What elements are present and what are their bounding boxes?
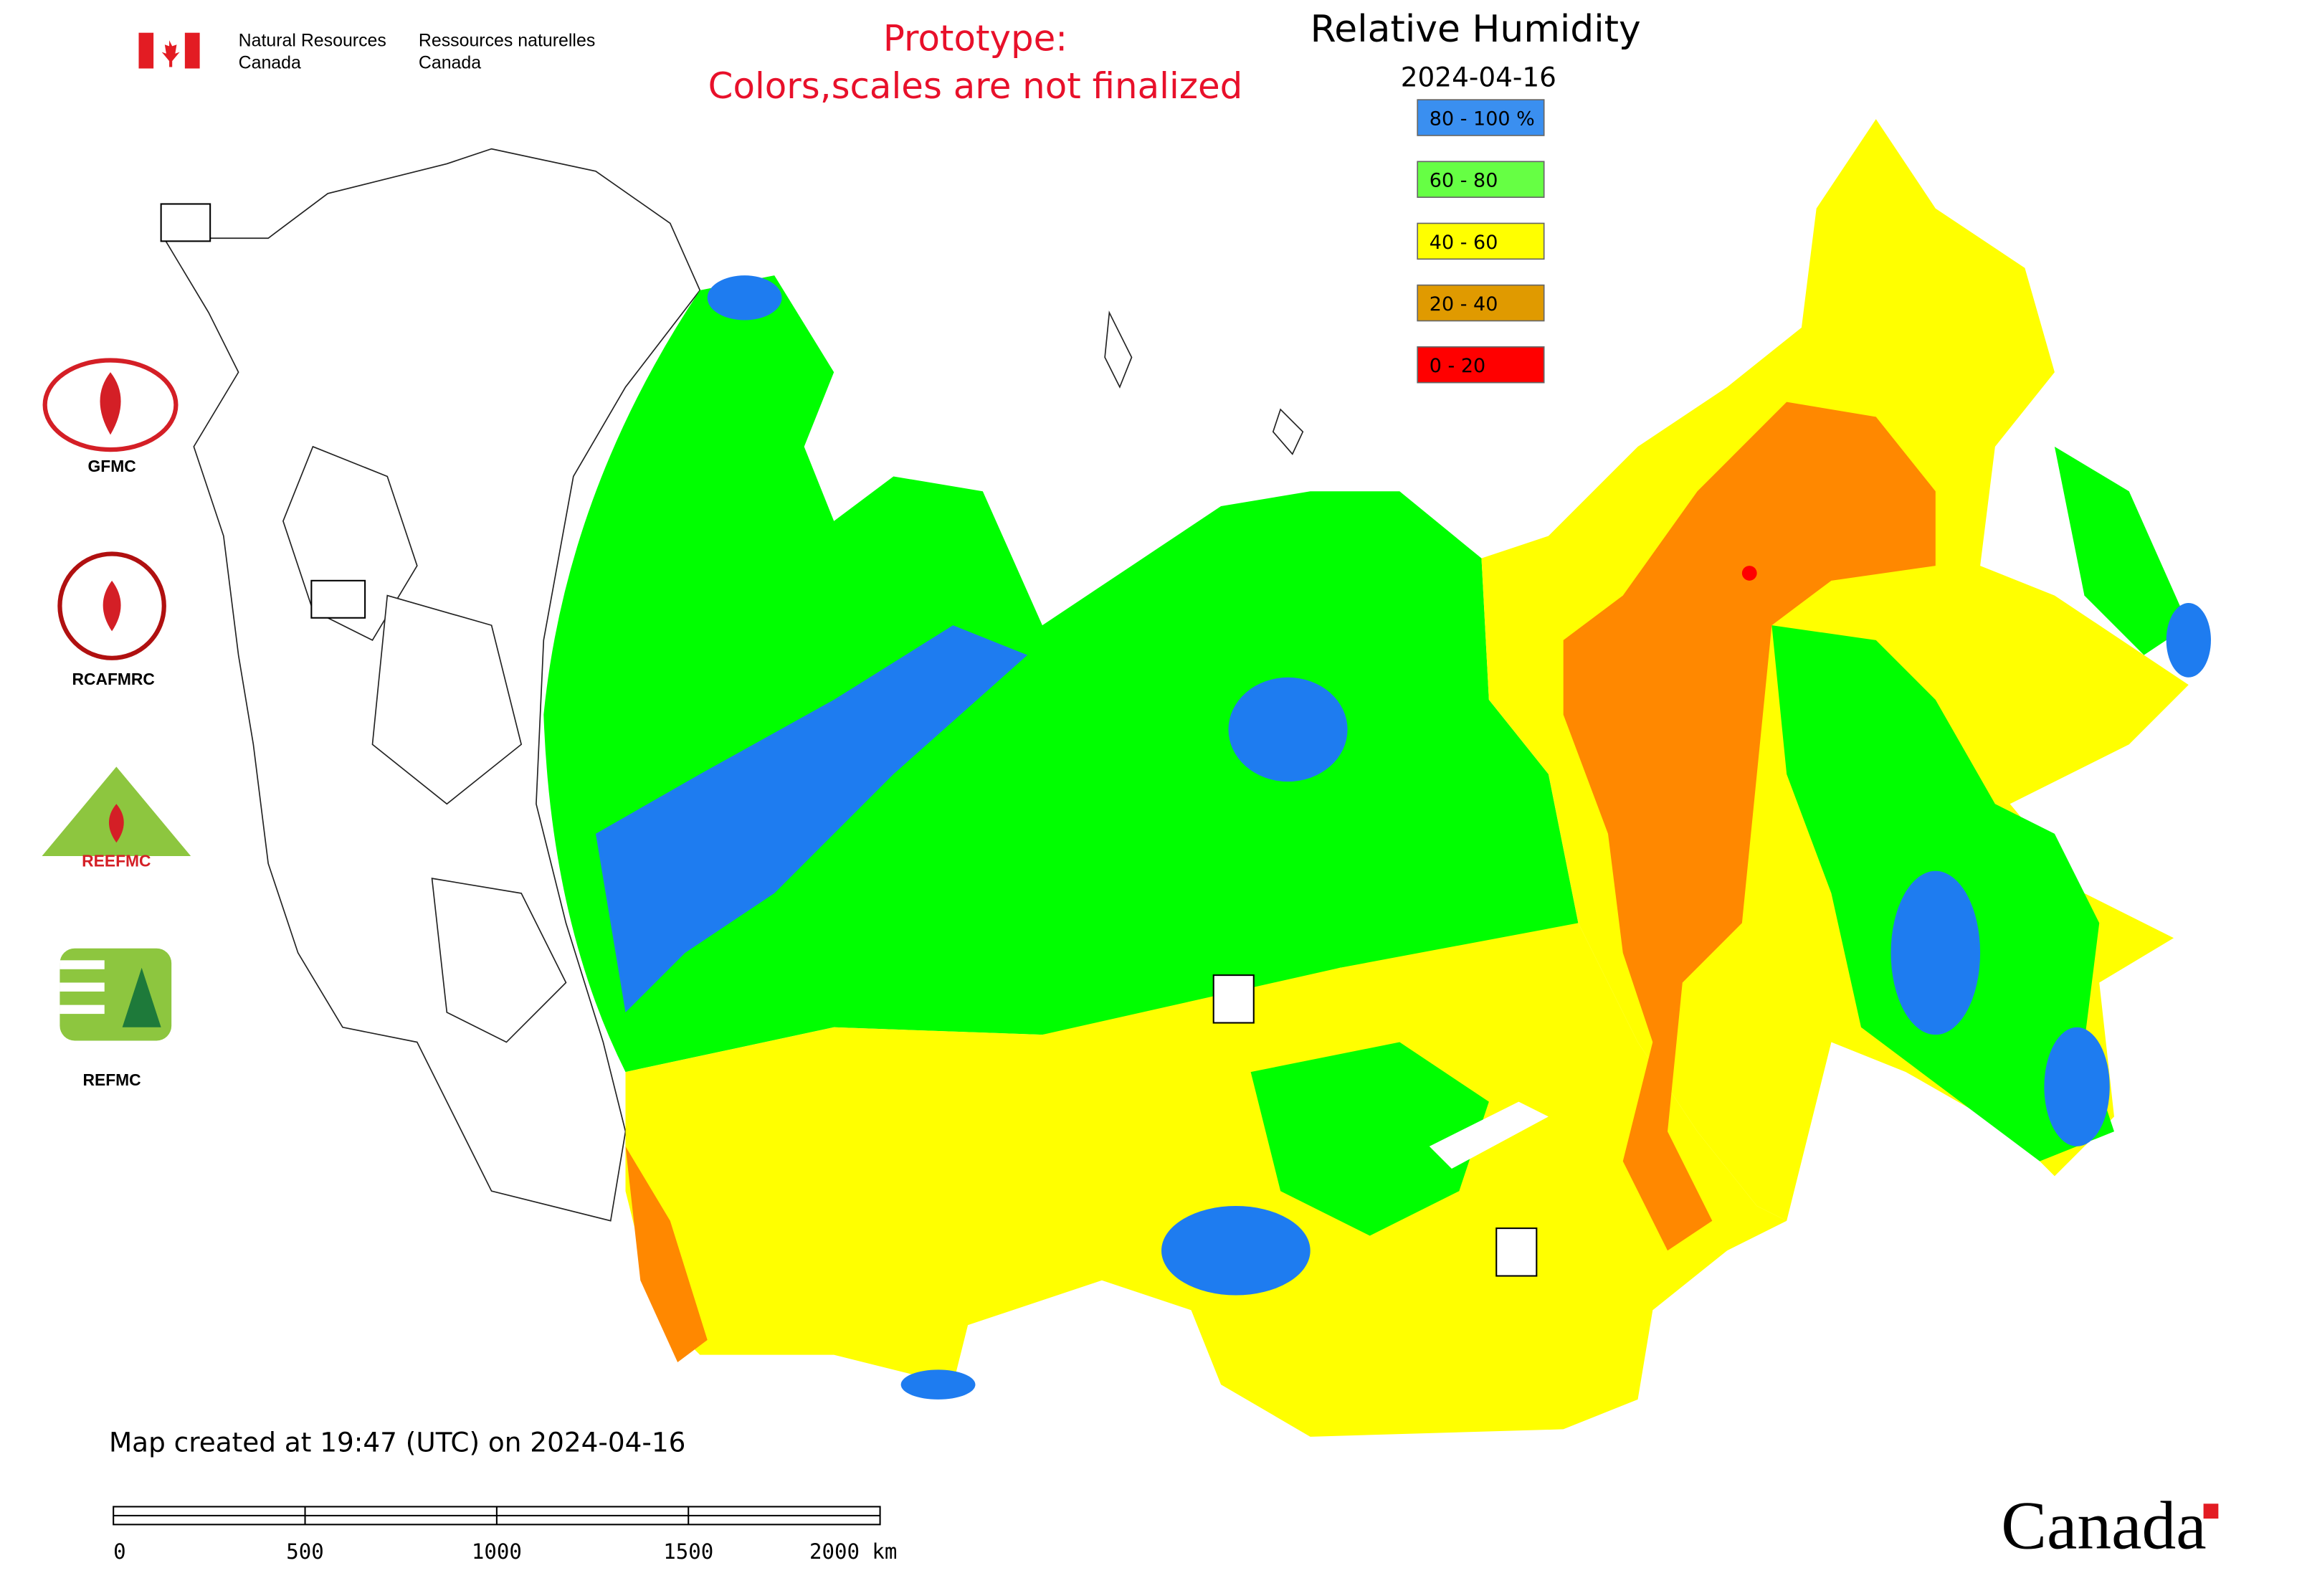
legend: 80 - 100 % 60 - 80 40 - 60 20 - 40 0 - 20 [1417,99,1545,384]
basemap [163,148,1304,1222]
legend-label: 0 - 20 [1430,355,1485,377]
marker [160,203,211,242]
scale-label: 500 [286,1539,324,1564]
logo-reefmc [42,766,191,856]
legend-label: 60 - 80 [1430,170,1498,192]
notice: Colors,scales are not finalized [708,65,1243,107]
logo-label: RCAFMRC [72,670,154,688]
org-name: Natural Resources [239,30,386,50]
scale-label: 0 [113,1539,126,1564]
scale-bar: 0 500 1000 1500 2000 km [113,1506,897,1564]
legend-swatch [1417,161,1545,198]
canada-wordmark: Canada [2001,1488,2206,1564]
org-name: Canada [419,53,481,73]
legend-swatch [1417,222,1545,260]
logo-refmc [60,948,172,1041]
logo-rcafmrc [57,551,166,660]
legend-swatch [1417,284,1545,322]
legend-label: 20 - 40 [1430,293,1498,315]
scale-label: 2000 km [809,1539,897,1564]
logo-label: GFMC [88,457,136,475]
canada-flag [138,32,200,69]
marker [1495,1227,1538,1277]
logo-gfmc [42,358,179,452]
legend-label: 80 - 100 % [1430,108,1535,130]
map-date: 2024-04-16 [1401,61,1556,92]
created-note: Map created at 19:47 (UTC) on 2024-04-16 [109,1427,685,1458]
wordmark-flag [2203,1504,2219,1519]
marker [1212,974,1255,1024]
notice: Prototype: [883,18,1067,60]
org-name: Canada [239,53,301,73]
humidity-layer [543,119,2211,1437]
legend-swatch [1417,346,1545,384]
org-name: Ressources naturelles [419,30,595,50]
marker [310,579,366,619]
logo-label: REEFMC [82,852,151,870]
legend-swatch [1417,99,1545,136]
scale-label: 1000 [472,1539,522,1564]
map-title: Relative Humidity [1311,8,1641,51]
logo-label: REFMC [83,1070,141,1089]
legend-label: 40 - 60 [1430,232,1498,254]
scale-label: 1500 [663,1539,713,1564]
